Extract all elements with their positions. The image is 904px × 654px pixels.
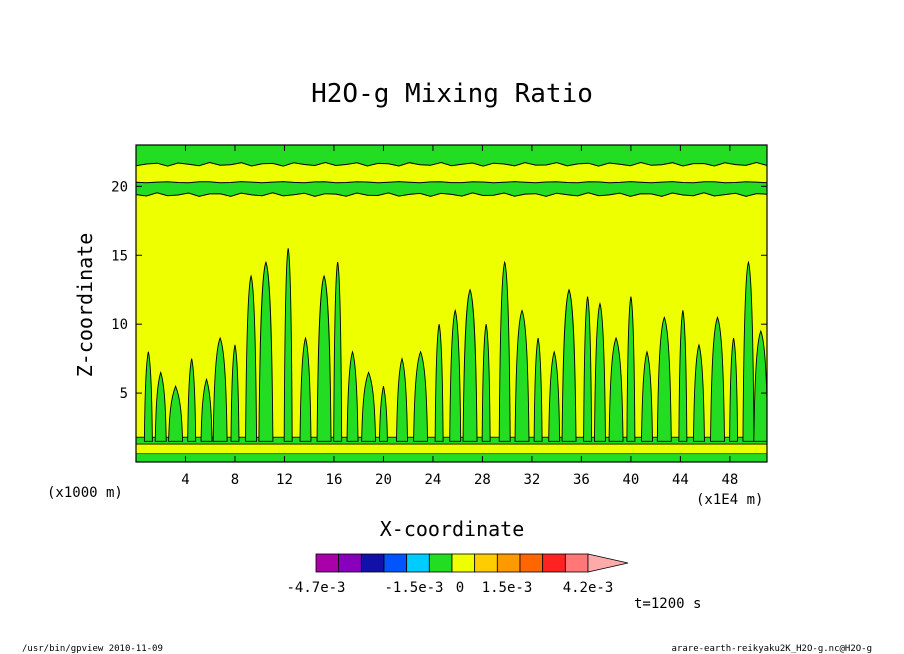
plume-5 xyxy=(212,336,228,442)
plume-33 xyxy=(678,310,688,442)
plume-15 xyxy=(378,386,388,442)
plume-14 xyxy=(361,371,377,442)
colorbar-cell-1 xyxy=(338,553,362,573)
x-tick-label-3: 16 xyxy=(326,472,343,488)
plume-38 xyxy=(753,329,767,442)
plume-0 xyxy=(143,351,153,442)
plume-28 xyxy=(594,302,606,442)
plume-22 xyxy=(498,260,511,442)
plume-7 xyxy=(245,274,258,442)
colorbar-cell-3 xyxy=(383,553,408,573)
upper-band-0 xyxy=(136,181,767,197)
colorbar-label-1: -1.5e-3 xyxy=(384,580,443,596)
plume-35 xyxy=(710,316,725,442)
colorbar-label-2: 0 xyxy=(456,580,464,596)
x-tick-label-1: 8 xyxy=(231,472,239,488)
colorbar-arrow xyxy=(587,553,629,573)
plume-27 xyxy=(583,296,593,442)
plume-25 xyxy=(548,350,561,442)
y-tick-label-1: 10 xyxy=(111,317,128,333)
ground-layer xyxy=(136,453,767,462)
footer-right: arare-earth-reikyaku2K_H2O-g.nc@H2O-g xyxy=(672,644,872,654)
plume-1 xyxy=(154,370,167,442)
plume-9 xyxy=(283,248,293,442)
colorbar-label-0: -4.7e-3 xyxy=(286,580,345,596)
upper-band-1 xyxy=(136,145,767,167)
x-unit-right: (x1E4 m) xyxy=(696,492,763,508)
x-unit-left: (x1000 m) xyxy=(47,485,123,501)
plume-2 xyxy=(168,385,184,442)
plume-24 xyxy=(533,337,543,442)
plume-36 xyxy=(729,337,739,442)
plume-32 xyxy=(656,316,672,442)
plot-area xyxy=(136,145,767,462)
colorbar-cell-0 xyxy=(315,553,340,573)
plume-34 xyxy=(692,343,705,442)
plume-21 xyxy=(481,324,491,442)
colorbar-cell-4 xyxy=(406,553,430,573)
colorbar-cell-9 xyxy=(519,553,544,573)
colorbar-cell-2 xyxy=(360,553,385,573)
plume-29 xyxy=(608,336,624,442)
plume-6 xyxy=(230,344,240,442)
time-label: t=1200 s xyxy=(634,596,701,612)
x-tick-label-6: 28 xyxy=(474,472,491,488)
y-tick-label-3: 20 xyxy=(111,179,128,195)
colorbar-cell-8 xyxy=(496,553,521,573)
colorbar-cell-5 xyxy=(428,553,453,573)
x-tick-label-7: 32 xyxy=(523,472,540,488)
colorbar-cell-6 xyxy=(451,553,476,573)
y-axis-label: Z-coordinate xyxy=(73,233,97,378)
plume-19 xyxy=(449,308,462,442)
plume-10 xyxy=(299,336,312,442)
chart-title: H2O-g Mixing Ratio xyxy=(311,79,593,109)
x-axis-label: X-coordinate xyxy=(380,517,525,541)
x-tick-label-0: 4 xyxy=(181,472,189,488)
x-tick-label-11: 48 xyxy=(721,472,738,488)
plume-23 xyxy=(514,309,530,442)
plume-20 xyxy=(462,288,478,442)
x-tick-label-8: 36 xyxy=(573,472,590,488)
plume-16 xyxy=(396,357,408,442)
plume-31 xyxy=(641,350,653,442)
plot-frame xyxy=(135,144,768,463)
plume-3 xyxy=(187,358,197,442)
colorbar-label-4: 4.2e-3 xyxy=(563,580,614,596)
x-tick-label-5: 24 xyxy=(425,472,442,488)
colorbar-cell-10 xyxy=(542,553,566,573)
colorbar-cell-7 xyxy=(474,553,498,573)
colorbar xyxy=(315,553,629,573)
colorbar-label-3: 1.5e-3 xyxy=(482,580,533,596)
plume-13 xyxy=(346,350,359,442)
x-tick-label-9: 40 xyxy=(622,472,639,488)
colorbar-cell-11 xyxy=(564,553,589,573)
x-tick-label-2: 12 xyxy=(276,472,293,488)
x-tick-label-10: 44 xyxy=(672,472,689,488)
plume-18 xyxy=(434,324,444,442)
footer-left: /usr/bin/gpview 2010-11-09 xyxy=(22,644,163,654)
plume-12 xyxy=(333,262,343,442)
plume-8 xyxy=(258,260,274,442)
plume-30 xyxy=(626,296,636,442)
plume-11 xyxy=(316,274,332,442)
y-tick-label-2: 15 xyxy=(111,248,128,264)
x-tick-label-4: 20 xyxy=(375,472,392,488)
plume-37 xyxy=(742,260,755,442)
plume-26 xyxy=(561,288,577,442)
y-tick-label-0: 5 xyxy=(120,386,128,402)
plume-17 xyxy=(413,350,429,442)
colorbar-labels: -4.7e-3 -1.5e-3 0 1.5e-3 4.2e-3 xyxy=(286,580,613,596)
plume-4 xyxy=(200,377,213,442)
